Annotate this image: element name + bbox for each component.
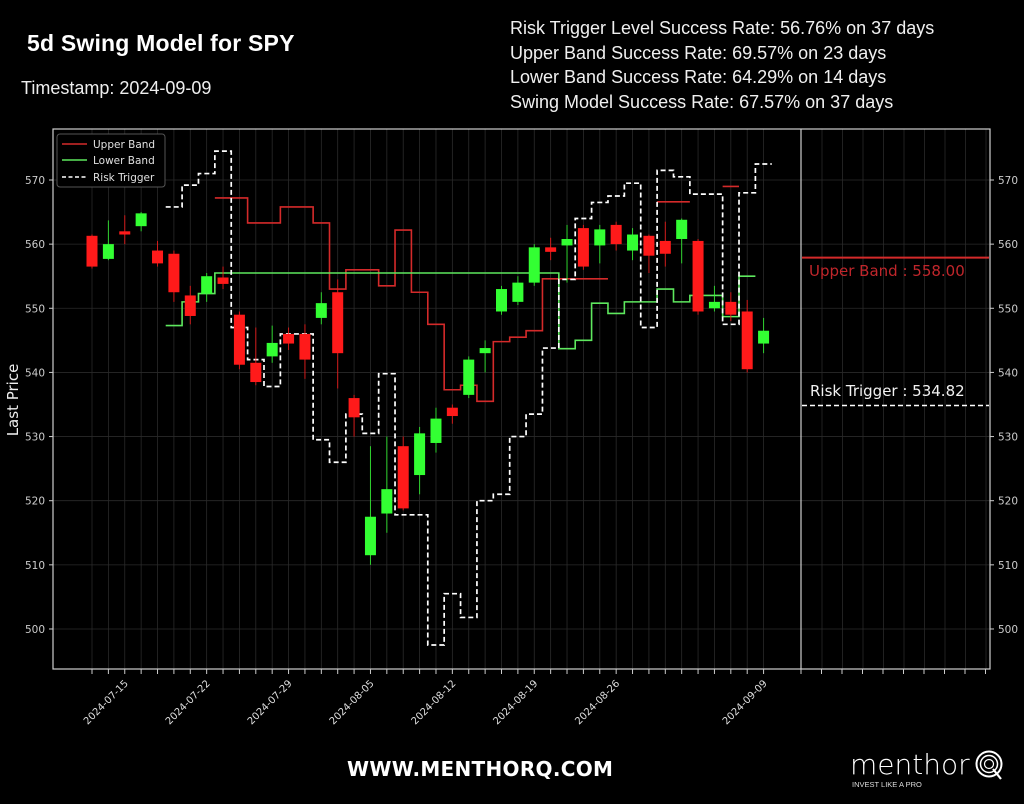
candle-up xyxy=(708,301,720,309)
stat-upper-band: Upper Band Success Rate: 69.57% on 23 da… xyxy=(510,42,887,63)
candle-up xyxy=(496,289,507,312)
x-tick-label: 2024-07-29 xyxy=(246,678,295,727)
candle-down xyxy=(332,292,344,354)
y-tick-label: 550 xyxy=(998,303,1018,315)
candle-down xyxy=(152,250,164,264)
candle-up xyxy=(758,330,770,344)
logo-wordmark: menthor xyxy=(850,748,970,781)
level-panel: Upper Band : 558.00 Risk Trigger : 534.8… xyxy=(802,256,989,407)
candle-down xyxy=(397,446,409,509)
y-tick-label: 530 xyxy=(998,432,1018,444)
risk-trigger-level-label: Risk Trigger : 534.82 xyxy=(810,382,965,400)
y-tick-label: 500 xyxy=(998,624,1018,636)
candlesticks xyxy=(86,212,770,565)
x-tick-label: 2024-09-09 xyxy=(721,678,770,727)
x-axis-ticks: 2024-07-15 2024-07-22 2024-07-29 2024-08-05… xyxy=(82,669,986,727)
candle-up xyxy=(364,516,376,556)
candle-down xyxy=(119,231,131,235)
logo-tagline: INVEST LIKE A PRO xyxy=(852,780,922,789)
y-axis-ticks: 500 500 510 510 520 520 530 530 540 540 550 550 560 5… xyxy=(25,175,1018,636)
y-tick-label: 520 xyxy=(998,496,1018,508)
x-tick-label: 2024-07-15 xyxy=(82,678,131,727)
y-tick-label: 500 xyxy=(25,624,45,636)
candle-up xyxy=(676,219,688,240)
candle-up xyxy=(512,282,524,302)
candle-down xyxy=(184,295,196,316)
candle-down xyxy=(446,407,458,417)
legend: Upper Band Lower Band Risk Trigger xyxy=(56,133,166,188)
candle-up xyxy=(463,359,475,395)
candle-down xyxy=(610,224,622,245)
grid-lines xyxy=(53,129,990,669)
candle-down xyxy=(233,314,245,365)
axes-frame xyxy=(52,128,991,670)
y-tick-label: 510 xyxy=(998,560,1018,572)
candle-down xyxy=(250,362,262,383)
q-logo-icon xyxy=(975,750,1003,780)
candle-down xyxy=(545,247,557,252)
stat-swing-model: Swing Model Success Rate: 67.57% on 37 d… xyxy=(510,91,894,112)
candle-up xyxy=(627,234,639,251)
candle-down xyxy=(283,333,295,344)
y-tick-label: 570 xyxy=(25,175,45,187)
legend-upper-band: Upper Band xyxy=(93,139,155,151)
candle-down xyxy=(348,398,360,418)
candle-down xyxy=(299,333,311,360)
menthorq-logo: menthor INVEST LIKE A PRO xyxy=(850,748,1004,789)
candle-up xyxy=(561,239,573,246)
candle-up xyxy=(102,244,114,259)
candle-down xyxy=(741,311,753,370)
x-tick-label: 2024-08-26 xyxy=(573,678,622,727)
candle-down xyxy=(217,277,229,284)
legend-lower-band: Lower Band xyxy=(93,155,155,167)
chart-title: 5d Swing Model for SPY xyxy=(27,30,295,56)
y-tick-label: 520 xyxy=(25,496,45,508)
candle-down xyxy=(168,253,180,293)
y-tick-label: 560 xyxy=(25,239,45,251)
candle-up xyxy=(414,433,426,476)
success-rate-stats: Risk Trigger Level Success Rate: 56.76% … xyxy=(510,16,934,114)
y-tick-label: 530 xyxy=(25,432,45,444)
candle-up xyxy=(430,418,442,443)
candle-down xyxy=(577,228,589,267)
y-axis-label: Last Price xyxy=(4,364,22,437)
timestamp: Timestamp: 2024-09-09 xyxy=(21,78,212,98)
candle-up xyxy=(266,342,278,357)
upper-band-level-label: Upper Band : 558.00 xyxy=(809,262,965,280)
candle-up xyxy=(479,348,491,354)
website-url[interactable]: WWW.MENTHORQ.COM xyxy=(347,757,614,781)
candle-down xyxy=(692,240,704,312)
y-tick-label: 550 xyxy=(25,303,45,315)
y-tick-label: 570 xyxy=(998,175,1018,187)
x-tick-label: 2024-08-19 xyxy=(492,678,541,727)
candle-up xyxy=(594,229,606,246)
candle-down xyxy=(643,235,655,256)
stat-risk-trigger: Risk Trigger Level Success Rate: 56.76% … xyxy=(510,18,935,38)
candle-up xyxy=(528,247,540,283)
candle-up xyxy=(135,213,147,227)
x-tick-label: 2024-08-05 xyxy=(328,678,377,727)
x-tick-label: 2024-07-22 xyxy=(164,678,213,727)
stat-lower-band: Lower Band Success Rate: 64.29% on 14 da… xyxy=(510,67,887,87)
candle-up xyxy=(381,489,393,514)
legend-risk-trigger: Risk Trigger xyxy=(93,172,155,184)
y-tick-label: 540 xyxy=(998,367,1018,379)
x-tick-label: 2024-08-12 xyxy=(410,678,459,727)
y-tick-label: 540 xyxy=(25,367,45,379)
candle-up xyxy=(315,303,327,318)
y-tick-label: 510 xyxy=(25,560,45,572)
y-tick-label: 560 xyxy=(998,239,1018,251)
candle-down xyxy=(659,240,671,254)
candle-down xyxy=(725,301,737,315)
candle-down xyxy=(86,235,98,267)
candle-up xyxy=(201,276,213,294)
